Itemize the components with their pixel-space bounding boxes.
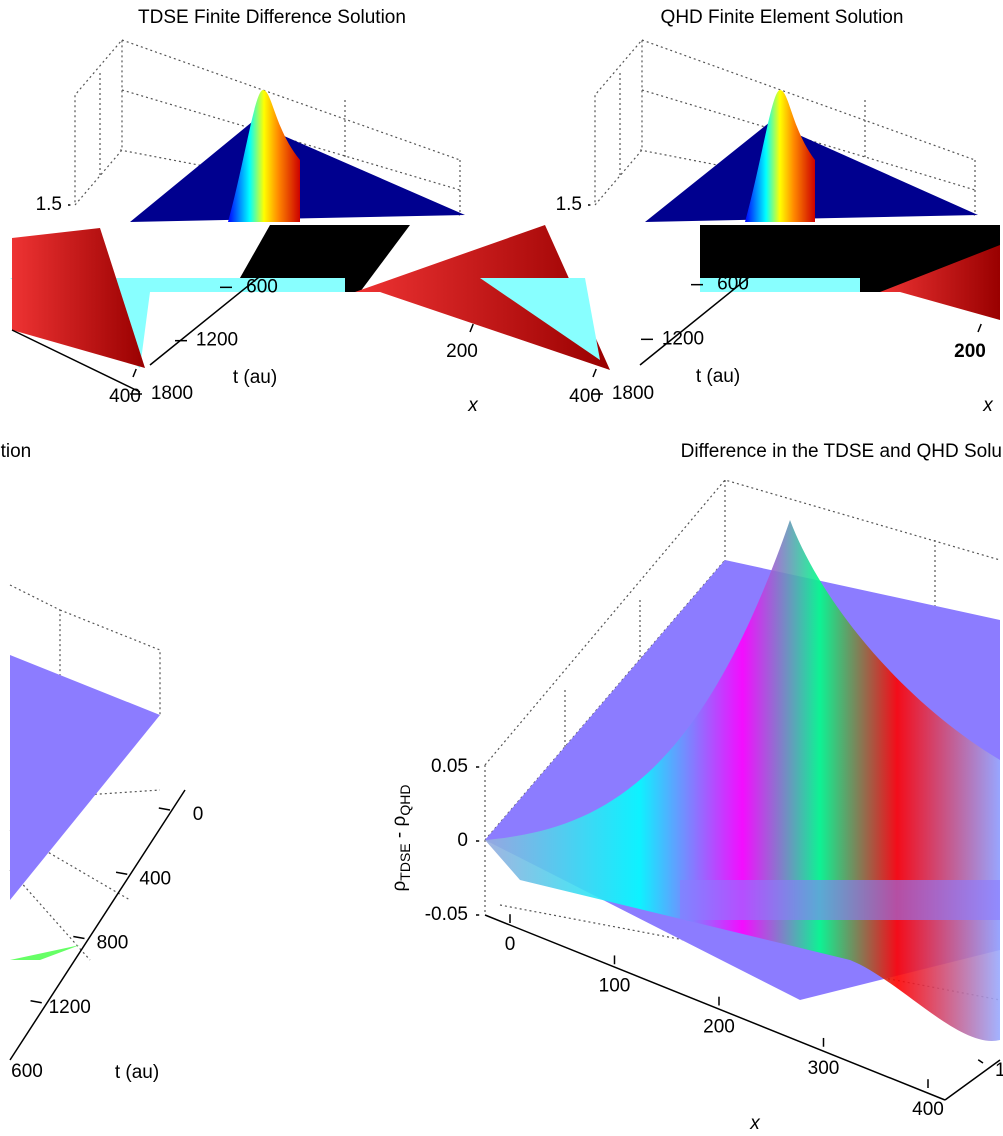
t-tick-label: 600	[246, 276, 278, 297]
x-tick-label: 200	[446, 341, 478, 362]
t-tick-label: 400	[139, 868, 171, 889]
t-tick-mark	[30, 1000, 42, 1004]
chart-title: ution	[0, 441, 31, 462]
t-tick-label: 16	[995, 1060, 1003, 1081]
x-tick-mark	[977, 323, 982, 333]
x-axis-label: x	[982, 395, 994, 416]
z-tick-label: 0	[457, 830, 468, 851]
t-tick-mark	[977, 1059, 984, 1064]
t-tick-mark	[73, 935, 85, 940]
t-tick-label: 800	[97, 933, 129, 954]
t-axis-label: t (au)	[233, 367, 277, 388]
t-tick-label: 600	[11, 1061, 43, 1082]
z-tick-label: 1.5	[556, 194, 582, 215]
surface-qhd	[594, 38, 1000, 366]
z-axis-label-part: - ρ	[389, 815, 410, 843]
chart-title: QHD Finite Element Solution	[661, 7, 904, 28]
x-tick-label: 300	[808, 1058, 840, 1079]
t-axis-label: t (au)	[696, 366, 740, 387]
z-axis-label-part: ρ	[389, 880, 410, 891]
z-axis-label: ρTDSE - ρQHD	[389, 785, 413, 892]
t-tick-label: 1800	[151, 383, 193, 404]
t-tick-label: 1800	[612, 383, 654, 404]
x-tick-label: 400	[912, 1099, 944, 1120]
x-tick-label: 400	[569, 386, 601, 407]
z-axis-label-part: TDSE	[397, 843, 413, 880]
x-tick-mark	[592, 368, 597, 378]
t-axis-label: t (au)	[115, 1062, 159, 1083]
surface-bottom-left	[9, 584, 186, 1061]
z-tick-label: 1.5	[36, 194, 62, 215]
t-tick-mark	[115, 871, 128, 875]
z-tick-label: 0.05	[431, 756, 468, 777]
t-tick-mark	[158, 807, 171, 811]
surface-difference	[484, 479, 1001, 1101]
surface-tdse	[10, 38, 610, 393]
x-axis-label: x	[749, 1113, 761, 1134]
x-tick-label: 200	[703, 1017, 735, 1038]
z-axis-label-part: QHD	[397, 785, 413, 816]
x-tick-label: 100	[599, 975, 631, 996]
x-tick-mark	[132, 368, 137, 378]
x-tick-mark	[469, 323, 474, 333]
t-tick-label: 600	[717, 274, 749, 295]
z-tick-label: -0.05	[425, 904, 468, 925]
x-tick-label: 200	[954, 341, 986, 362]
t-tick-label: 1200	[49, 997, 91, 1018]
chart-title: Difference in the TDSE and QHD Solu	[681, 441, 1002, 462]
chart-title: TDSE Finite Difference Solution	[138, 7, 406, 28]
x-axis-label: x	[467, 395, 479, 416]
t-tick-label: 1200	[196, 330, 238, 351]
t-tick-label: 1200	[662, 328, 704, 349]
x-tick-label: 0	[505, 934, 516, 955]
x-tick-label: 400	[109, 386, 141, 407]
t-tick-label: 0	[193, 804, 204, 825]
